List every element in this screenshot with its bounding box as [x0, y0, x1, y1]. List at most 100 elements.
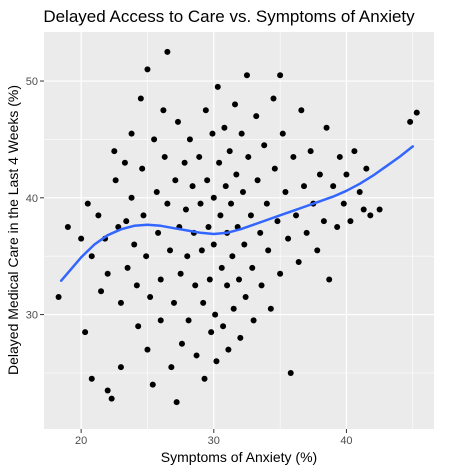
data-point [222, 183, 229, 190]
data-point [301, 183, 307, 190]
data-point [192, 282, 199, 289]
data-point [340, 200, 347, 207]
data-point [243, 72, 250, 79]
data-point [186, 136, 193, 143]
data-point [205, 223, 212, 230]
data-point [360, 206, 367, 213]
data-point [293, 212, 300, 219]
data-point [164, 48, 171, 55]
data-point [230, 305, 237, 312]
data-point [131, 241, 138, 248]
data-point [216, 159, 223, 166]
data-point [407, 118, 414, 125]
data-point [334, 223, 341, 230]
data-point [316, 171, 323, 178]
data-point [245, 153, 252, 160]
data-point [133, 282, 140, 289]
data-point [144, 346, 151, 353]
data-point [95, 212, 102, 219]
data-point [139, 165, 146, 172]
data-point [135, 323, 142, 330]
data-point [204, 177, 211, 184]
chart-title: Delayed Access to Care vs. Symptoms of A… [43, 7, 415, 26]
data-point [279, 130, 286, 137]
data-point [201, 375, 208, 382]
data-point [295, 259, 302, 266]
data-point [104, 270, 111, 277]
data-point [258, 282, 265, 289]
data-point [151, 136, 158, 143]
data-point [208, 329, 215, 336]
y-tick-label: 30 [26, 310, 38, 322]
y-axis-ticks: 30 40 50 [26, 76, 44, 322]
data-point [267, 305, 274, 312]
data-point [178, 340, 185, 347]
data-point [206, 276, 213, 283]
data-point [314, 247, 321, 254]
data-point [298, 107, 305, 114]
data-point [189, 183, 196, 190]
data-point [144, 66, 151, 73]
data-point [209, 130, 216, 137]
x-tick-label: 40 [340, 435, 352, 447]
data-point [282, 188, 289, 195]
data-point [323, 124, 330, 131]
data-point [237, 334, 244, 341]
x-axis-title: Symptoms of Anxiety (%) [161, 449, 317, 465]
data-point [124, 264, 131, 271]
data-point [111, 148, 118, 155]
data-point [197, 200, 204, 207]
data-point [218, 264, 225, 271]
data-point [196, 153, 203, 160]
data-point [242, 294, 249, 301]
data-point [217, 212, 224, 219]
data-point [232, 101, 239, 108]
data-point [55, 294, 62, 301]
data-point [343, 171, 350, 178]
data-point [221, 124, 228, 131]
data-point [263, 200, 270, 207]
data-point [117, 364, 124, 371]
data-point [307, 148, 314, 155]
data-point [265, 247, 272, 254]
grid-minor [44, 32, 434, 429]
data-point [137, 95, 144, 102]
data-point [210, 241, 217, 248]
data-point [287, 369, 294, 376]
data-point [367, 212, 374, 219]
data-point [140, 212, 147, 219]
data-point [239, 188, 246, 195]
points-layer [55, 48, 420, 406]
data-point [347, 218, 354, 225]
data-point [157, 317, 164, 324]
data-point [112, 177, 119, 184]
data-point [226, 148, 233, 155]
data-point [228, 200, 235, 207]
data-point [376, 206, 383, 213]
data-point [261, 142, 268, 149]
data-point [200, 299, 207, 306]
data-point [161, 153, 168, 160]
data-point [220, 323, 227, 330]
data-point [233, 171, 240, 178]
data-point [78, 235, 85, 242]
data-point [172, 177, 179, 184]
data-point [356, 188, 363, 195]
data-point [249, 264, 256, 271]
data-point [229, 253, 236, 260]
smooth-line [59, 145, 415, 282]
data-point [210, 194, 217, 201]
y-axis-title: Delayed Medical Care in the Last 4 Weeks… [5, 85, 21, 375]
data-point [147, 294, 154, 301]
data-point [185, 317, 192, 324]
data-point [104, 387, 111, 394]
x-tick-label: 30 [208, 435, 220, 447]
data-point [82, 329, 89, 336]
data-point [271, 165, 278, 172]
data-point [167, 247, 174, 254]
data-point [363, 165, 370, 172]
data-point [250, 317, 257, 324]
y-tick-label: 50 [26, 76, 38, 88]
data-point [64, 223, 71, 230]
data-point [123, 218, 130, 225]
